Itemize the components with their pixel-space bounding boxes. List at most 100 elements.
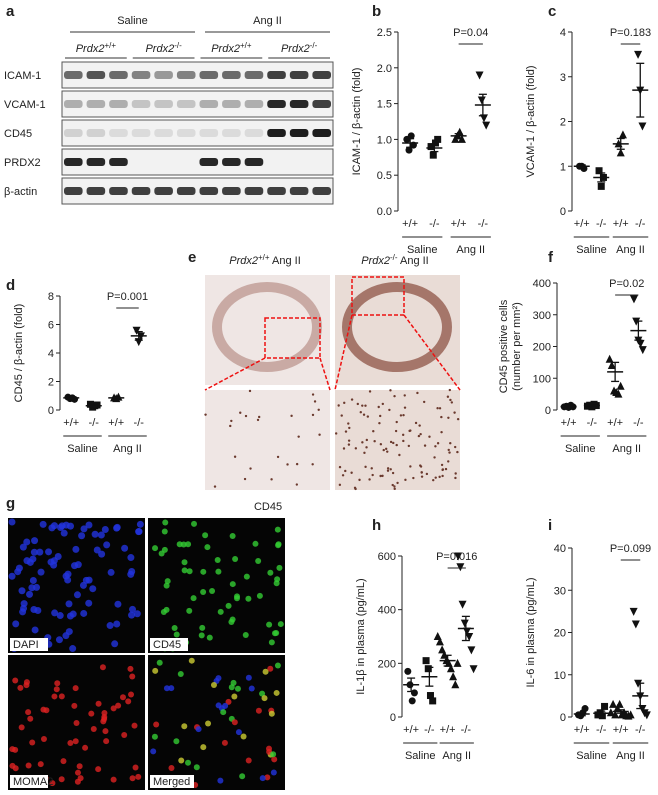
cell <box>434 445 437 448</box>
cell <box>71 562 79 570</box>
zoom-line <box>204 357 266 391</box>
cell <box>382 448 385 452</box>
cell <box>119 694 126 701</box>
genotype-sup: -/- <box>310 41 318 50</box>
cell <box>55 636 63 644</box>
cell <box>158 550 165 557</box>
genotype-label: Prdx2-/- Ang II <box>361 253 429 267</box>
cell <box>181 567 188 574</box>
x-tick-label: +/+ <box>613 724 629 736</box>
panel-label: i <box>548 517 552 534</box>
cell <box>235 729 242 736</box>
blot-band <box>267 71 286 79</box>
error-bar <box>636 682 645 710</box>
cell <box>113 620 121 628</box>
cell <box>368 478 371 481</box>
cell <box>27 715 34 722</box>
y-tick-label: 100 <box>533 373 551 385</box>
data-point <box>597 182 605 190</box>
cell <box>264 774 271 781</box>
cell <box>110 705 117 712</box>
vessel-wall <box>212 282 322 372</box>
data-point <box>616 381 625 390</box>
cell <box>379 474 382 478</box>
blot-band <box>176 100 196 108</box>
cell <box>257 415 261 419</box>
blot-band <box>289 100 309 108</box>
cell <box>106 622 114 630</box>
cell <box>286 463 289 466</box>
fluorescence-image <box>148 655 285 790</box>
cell <box>419 465 423 468</box>
error-bar <box>597 172 606 183</box>
cell <box>379 443 383 446</box>
cell <box>85 521 93 529</box>
blot-band <box>222 100 241 108</box>
panel-label: a <box>6 3 15 20</box>
x-tick-label: +/+ <box>108 417 124 429</box>
cell <box>386 469 390 472</box>
cell <box>37 568 45 576</box>
cell <box>113 524 121 532</box>
cell <box>18 724 25 731</box>
cell <box>18 587 26 595</box>
cell <box>121 732 128 739</box>
cell <box>135 528 143 536</box>
blot-band <box>154 129 173 137</box>
cell <box>389 468 392 471</box>
blot-band <box>289 187 309 195</box>
cell <box>384 447 388 451</box>
cell <box>358 478 361 482</box>
y-tick-label: 300 <box>533 310 551 322</box>
error-bar <box>634 320 643 341</box>
error-bar <box>112 396 121 399</box>
cell <box>364 404 367 407</box>
cell <box>163 606 170 613</box>
error-bar <box>577 164 586 169</box>
data-point <box>407 132 415 140</box>
cell <box>188 657 195 664</box>
cell <box>270 769 277 776</box>
y-axis-label: VCAM-1 / β-actin (fold) <box>525 65 537 177</box>
cell <box>80 609 88 617</box>
y-axis-label: CD45 / β-actin (fold) <box>13 304 25 403</box>
blot-band <box>199 71 219 79</box>
cell <box>420 475 424 478</box>
cell <box>230 679 237 686</box>
cell <box>347 443 351 446</box>
cell <box>249 467 252 470</box>
cell <box>39 520 47 528</box>
y-tick-label: 4 <box>560 27 566 39</box>
cell <box>449 442 452 445</box>
p-value: P=0.099 <box>610 543 651 555</box>
data-point <box>455 127 464 136</box>
y-tick-label: 2 <box>48 377 54 389</box>
cell <box>454 472 457 475</box>
cell <box>214 557 221 564</box>
data-point <box>456 563 465 572</box>
cell <box>378 421 381 425</box>
cell <box>8 518 16 526</box>
x-tick-label: +/+ <box>574 218 590 230</box>
cell <box>65 600 73 608</box>
blot-band <box>86 100 106 108</box>
cell <box>131 722 138 729</box>
cell <box>417 434 421 438</box>
label-box <box>10 775 48 788</box>
cell <box>12 765 19 772</box>
cell <box>381 402 385 406</box>
cell <box>402 439 405 443</box>
fluorescence-image <box>148 518 285 653</box>
cell <box>198 632 205 639</box>
cell <box>403 406 407 409</box>
cell <box>456 450 459 454</box>
cell <box>178 757 185 764</box>
x-tick-label: -/- <box>587 417 598 429</box>
cell <box>200 744 207 751</box>
cell <box>353 486 357 490</box>
x-tick-label: +/+ <box>607 417 623 429</box>
cell <box>343 401 346 405</box>
y-axis-label: IL-1β in plasma (pg/mL) <box>355 578 367 694</box>
cell <box>185 541 192 548</box>
cell <box>110 776 117 783</box>
